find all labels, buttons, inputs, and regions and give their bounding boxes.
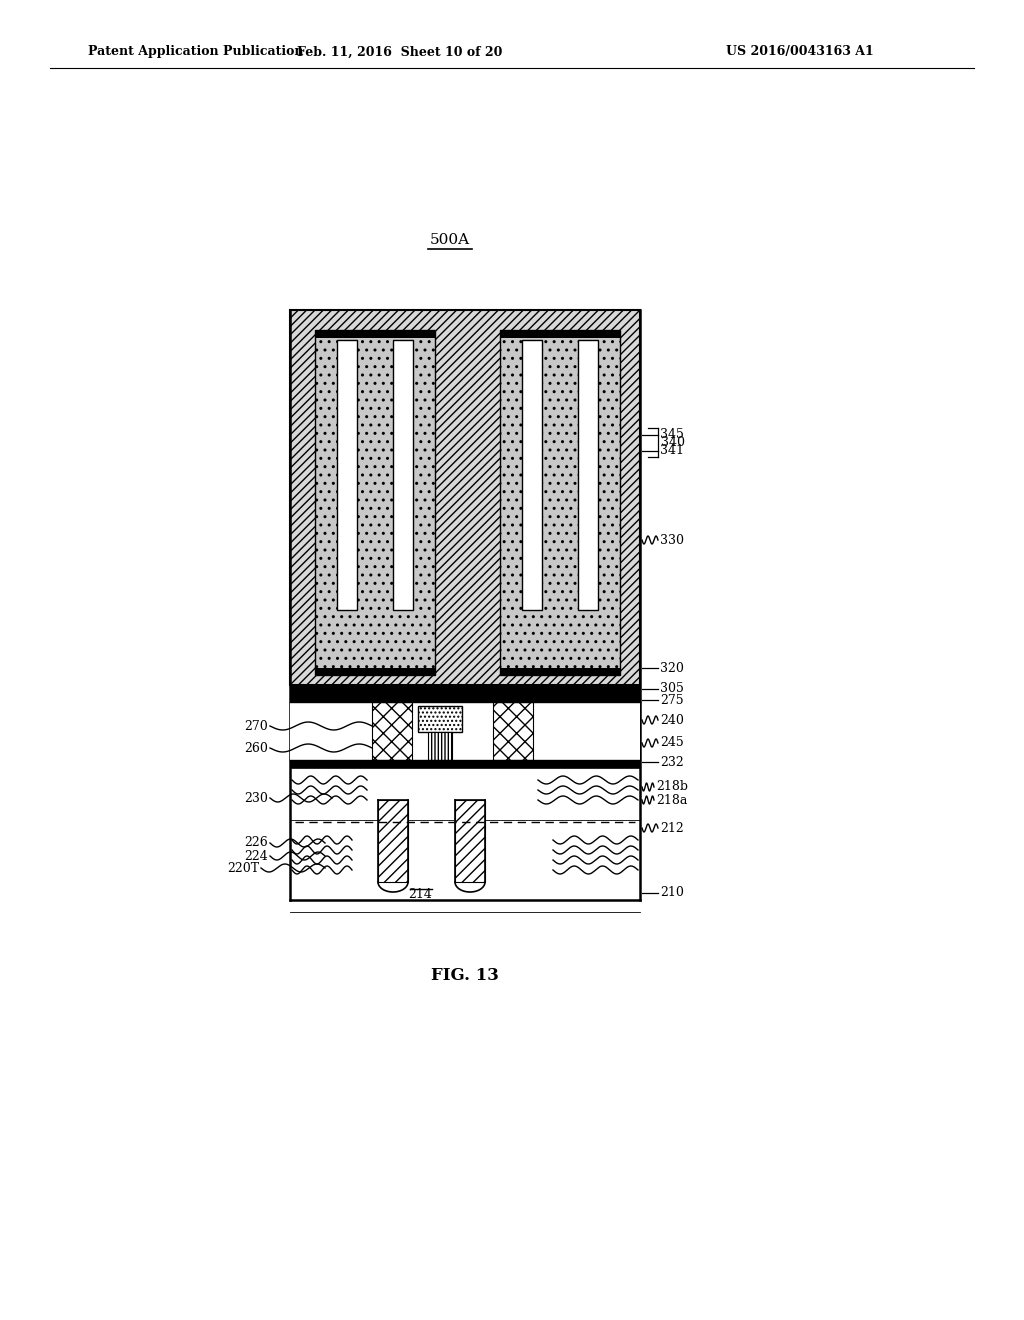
Text: 210: 210 (660, 887, 684, 899)
Text: 320: 320 (660, 661, 684, 675)
Text: 218b: 218b (656, 780, 688, 793)
Bar (500, 330, 620, 338)
Text: 340: 340 (662, 436, 685, 449)
Text: 214: 214 (408, 888, 432, 902)
Bar (393, 341, 413, 610)
Bar (522, 341, 542, 610)
Text: Feb. 11, 2016  Sheet 10 of 20: Feb. 11, 2016 Sheet 10 of 20 (297, 45, 503, 58)
Bar (455, 800, 485, 882)
Bar (290, 693, 640, 698)
Text: FIG. 13: FIG. 13 (431, 966, 499, 983)
Bar (578, 341, 598, 610)
Bar (290, 768, 640, 820)
Polygon shape (378, 800, 408, 892)
Bar (290, 760, 640, 768)
Text: 212: 212 (660, 821, 684, 834)
Bar (315, 668, 435, 675)
Text: 224: 224 (245, 850, 268, 862)
Text: 240: 240 (660, 714, 684, 726)
Text: 220T: 220T (227, 862, 259, 874)
Bar (290, 702, 640, 760)
Bar (500, 668, 620, 675)
Text: 245: 245 (660, 737, 684, 750)
Bar (418, 706, 462, 733)
Bar (290, 685, 640, 693)
Text: 218a: 218a (656, 793, 687, 807)
Text: 305: 305 (660, 682, 684, 696)
Text: 500A: 500A (430, 234, 470, 247)
Bar (500, 330, 620, 675)
Text: 226: 226 (245, 837, 268, 850)
Bar (493, 702, 534, 760)
Bar (315, 330, 435, 675)
Text: 330: 330 (660, 533, 684, 546)
Text: 230: 230 (244, 792, 268, 804)
Bar (290, 698, 640, 702)
Polygon shape (455, 800, 485, 892)
Text: US 2016/0043163 A1: US 2016/0043163 A1 (726, 45, 873, 58)
Text: 270: 270 (245, 719, 268, 733)
Text: 345: 345 (660, 429, 684, 441)
Bar (428, 733, 452, 760)
Bar (378, 800, 408, 882)
Text: 341: 341 (660, 445, 684, 458)
Bar (315, 330, 435, 338)
Text: Patent Application Publication: Patent Application Publication (88, 45, 303, 58)
Text: 275: 275 (660, 693, 684, 706)
Text: 260: 260 (244, 742, 268, 755)
Text: 232: 232 (660, 755, 684, 768)
Bar (290, 310, 640, 685)
Bar (372, 702, 412, 760)
Bar (337, 341, 357, 610)
